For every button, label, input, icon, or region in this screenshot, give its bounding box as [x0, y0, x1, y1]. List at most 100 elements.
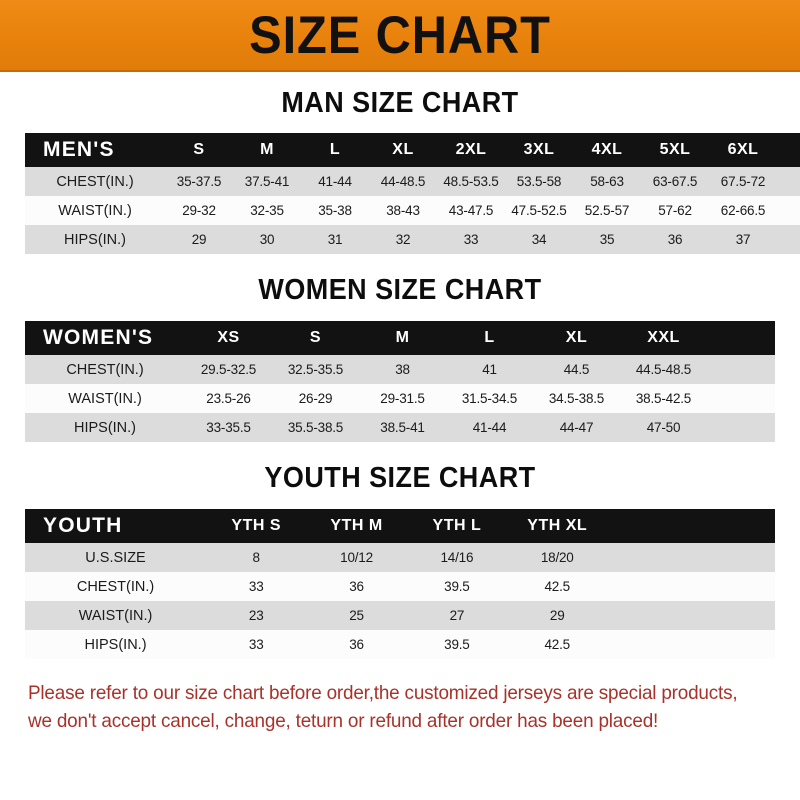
- women-cell: 26-29: [298, 391, 333, 406]
- men-row-label: CHEST(IN.): [56, 173, 134, 190]
- men-size-header: 5XL: [659, 141, 691, 158]
- youth-cell: 39.5: [444, 579, 470, 594]
- youth-size-header: YTH XL: [527, 517, 588, 534]
- men-size-table: MEN'S S M L XL 2XL 3XL 4XL 5XL 6XL CHEST(IN.) 35-37…: [25, 133, 800, 254]
- order-policy-line-2: we don't accept cancel, change, teturn o…: [28, 710, 659, 732]
- women-cell: 29-31.5: [380, 391, 425, 406]
- women-row-filler: [707, 384, 775, 413]
- women-size-header: L: [484, 329, 495, 346]
- men-cell: 48.5-53.5: [443, 174, 499, 189]
- men-size-header: S: [193, 141, 205, 158]
- youth-table-row: HIPS(IN.) 33 36 39.5 42.5: [25, 630, 775, 659]
- youth-row-filler: [607, 572, 775, 601]
- women-header-row: WOMEN'S XS S M L XL XXL: [25, 321, 775, 355]
- men-row-filler: [777, 196, 800, 225]
- women-cell: 38.5-42.5: [635, 391, 692, 406]
- women-header-filler: [707, 321, 775, 355]
- women-table-row: CHEST(IN.) 29.5-32.5 32.5-35.5 38 41 44.5 44.5…: [25, 355, 775, 384]
- youth-size-header: YTH S: [231, 517, 282, 534]
- men-size-chart-block: MEN'S S M L XL 2XL 3XL 4XL 5XL 6XL CHEST(IN.) 35-37…: [25, 133, 800, 254]
- men-size-header: 2XL: [455, 141, 487, 158]
- youth-cell: 27: [449, 608, 465, 623]
- men-cell: 62-66.5: [720, 203, 766, 218]
- men-row-filler: [777, 225, 800, 254]
- youth-size-header: YTH L: [432, 517, 482, 534]
- youth-table-row: CHEST(IN.) 33 36 39.5 42.5: [25, 572, 775, 601]
- men-size-header: 4XL: [591, 141, 623, 158]
- youth-row-filler: [607, 630, 775, 659]
- men-cell: 32: [395, 232, 411, 247]
- youth-row-label: CHEST(IN.): [76, 578, 155, 595]
- women-size-header: S: [309, 329, 322, 346]
- men-cell: 37.5-41: [244, 174, 290, 189]
- men-cell: 34: [531, 232, 547, 247]
- youth-size-header: YTH M: [330, 517, 383, 534]
- men-cell: 53.5-58: [516, 174, 562, 189]
- women-cell: 35.5-38.5: [287, 420, 344, 435]
- size-chart-banner: SIZE CHART: [0, 0, 800, 72]
- women-size-chart-block: WOMEN'S XS S M L XL XXL CHEST(IN.) 29.5-32.5 32.5…: [25, 321, 775, 442]
- women-row-filler: [707, 413, 775, 442]
- youth-cell: 36: [349, 579, 364, 594]
- men-cell: 52.5-57: [584, 203, 630, 218]
- women-cell: 32.5-35.5: [287, 362, 344, 377]
- women-table-row: HIPS(IN.) 33-35.5 35.5-38.5 38.5-41 41-44 44-…: [25, 413, 775, 442]
- youth-header-filler: [607, 509, 775, 543]
- women-cell: 34.5-38.5: [548, 391, 605, 406]
- men-table-row: WAIST(IN.) 29-32 32-35 35-38 38-43 43-47.5 47.…: [25, 196, 800, 225]
- youth-row-filler: [607, 601, 775, 630]
- women-cell: 44.5-48.5: [635, 362, 692, 377]
- order-policy-note: Please refer to our size chart before or…: [28, 679, 750, 735]
- men-table-row: CHEST(IN.) 35-37.5 37.5-41 41-44 44-48.5 48.5…: [25, 167, 800, 196]
- women-header-label: WOMEN'S: [43, 326, 154, 349]
- women-cell: 44-47: [559, 420, 594, 435]
- men-header-label: MEN'S: [43, 138, 115, 161]
- youth-cell: 29: [549, 608, 565, 623]
- youth-cell: 33: [248, 637, 264, 652]
- youth-header-label: YOUTH: [43, 514, 123, 537]
- youth-row-label: WAIST(IN.): [78, 607, 153, 624]
- women-cell: 38.5-41: [380, 420, 425, 435]
- youth-table-row: WAIST(IN.) 23 25 27 29: [25, 601, 775, 630]
- men-header-row: MEN'S S M L XL 2XL 3XL 4XL 5XL 6XL: [25, 133, 800, 167]
- men-size-header: M: [260, 141, 274, 158]
- women-cell: 38: [395, 362, 410, 377]
- youth-cell: 36: [349, 637, 364, 652]
- men-table-row: HIPS(IN.) 29 30 31 32 33 34 35 36 37: [25, 225, 800, 254]
- section-title-youth: YOUTH SIZE CHART: [264, 462, 536, 494]
- youth-cell: 42.5: [544, 579, 570, 594]
- youth-size-chart-block: YOUTH YTH S YTH M YTH L YTH XL U.S.SIZE 8 10/12…: [25, 509, 775, 659]
- men-cell: 32-35: [250, 203, 284, 218]
- women-cell: 29.5-32.5: [200, 362, 257, 377]
- youth-row-label: HIPS(IN.): [84, 636, 147, 653]
- youth-cell: 10/12: [340, 550, 373, 565]
- men-cell: 57-62: [658, 203, 692, 218]
- women-size-header: M: [395, 329, 410, 346]
- women-cell: 31.5-34.5: [461, 391, 518, 406]
- men-cell: 43-47.5: [448, 203, 494, 218]
- men-row-label: WAIST(IN.): [58, 202, 132, 219]
- men-cell: 30: [259, 232, 275, 247]
- youth-cell: 18/20: [540, 550, 574, 565]
- youth-header-row: YOUTH YTH S YTH M YTH L YTH XL: [25, 509, 775, 543]
- men-cell: 35: [599, 232, 615, 247]
- men-row-filler: [777, 167, 800, 196]
- women-cell: 47-50: [646, 420, 681, 435]
- section-title-women: WOMEN SIZE CHART: [258, 274, 542, 306]
- youth-cell: 33: [248, 579, 264, 594]
- men-cell: 29: [191, 232, 207, 247]
- women-cell: 44.5: [563, 362, 590, 377]
- men-cell: 31: [327, 232, 343, 247]
- women-row-label: CHEST(IN.): [66, 361, 144, 378]
- youth-size-table: YOUTH YTH S YTH M YTH L YTH XL U.S.SIZE 8 10/12…: [25, 509, 775, 659]
- women-size-header: XXL: [647, 329, 680, 346]
- women-size-header: XL: [565, 329, 588, 346]
- men-cell: 47.5-52.5: [511, 203, 567, 218]
- women-cell: 41-44: [472, 420, 507, 435]
- men-cell: 37: [735, 232, 751, 247]
- men-cell: 38-43: [386, 203, 420, 218]
- men-cell: 63-67.5: [652, 174, 698, 189]
- women-row-label: WAIST(IN.): [68, 390, 142, 407]
- men-size-header: 6XL: [727, 141, 759, 158]
- men-header-filler: [777, 133, 800, 167]
